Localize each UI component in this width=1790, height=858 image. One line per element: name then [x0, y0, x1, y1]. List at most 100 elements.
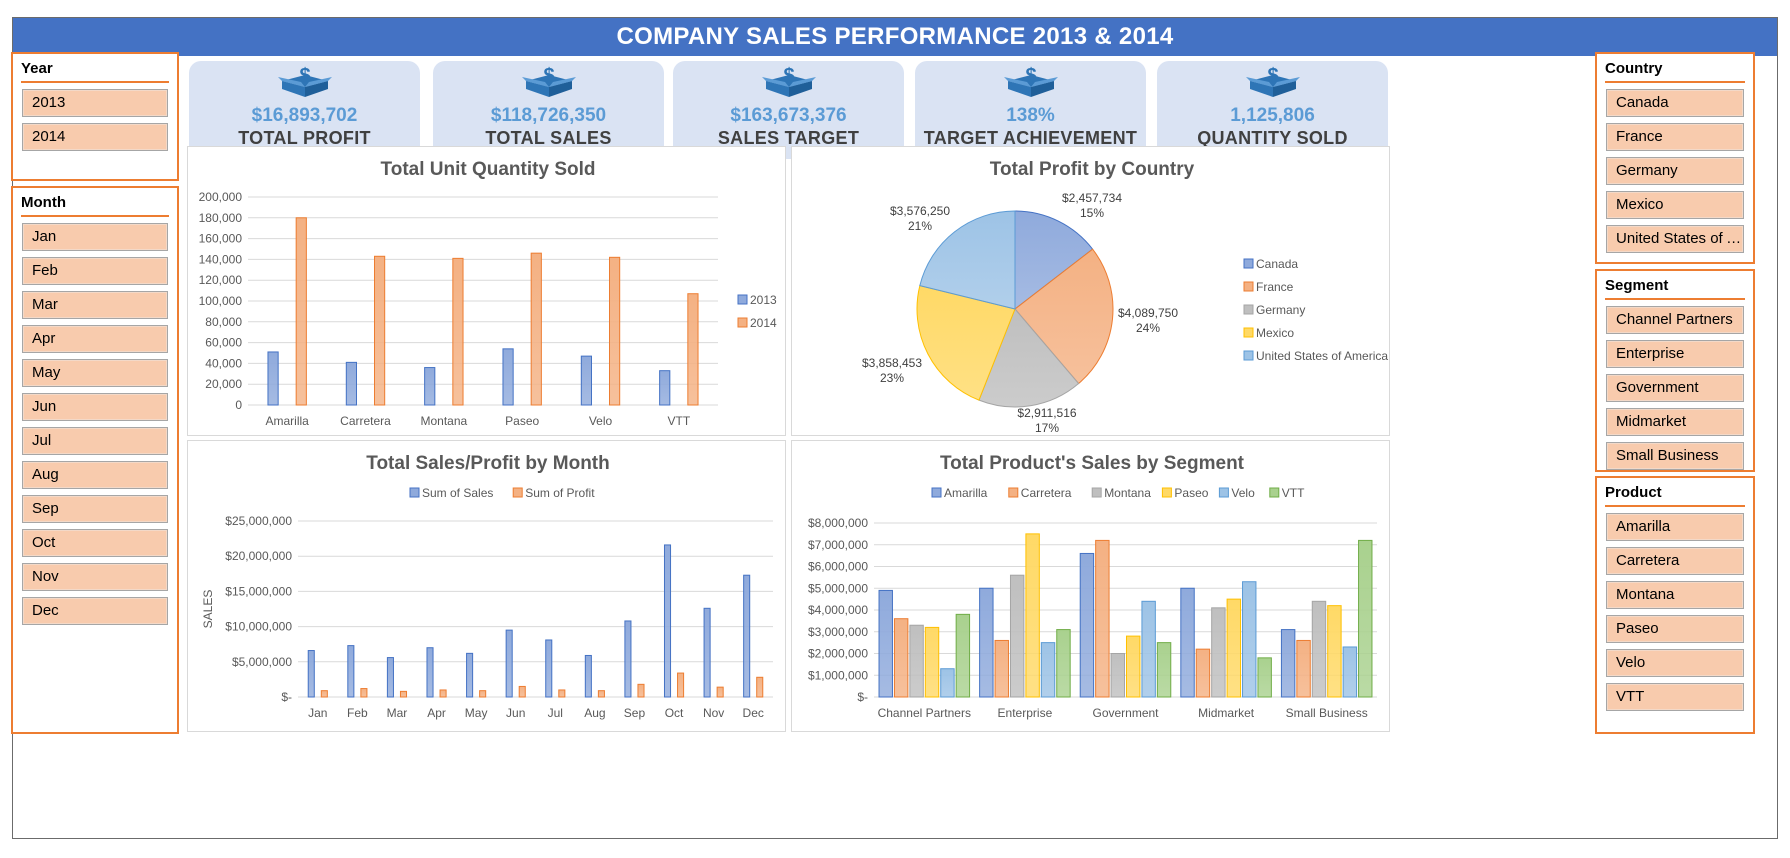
kpi-card: $ $163,673,376 SALES TARGET: [673, 61, 904, 159]
kpi-value: $163,673,376: [730, 105, 847, 126]
x-tick-label: Dec: [743, 706, 764, 720]
x-tick-label: Paseo: [505, 414, 539, 428]
x-tick-label: Channel Partners: [878, 706, 971, 720]
bar: [558, 689, 566, 698]
bar: [320, 690, 328, 698]
bar: [924, 626, 940, 698]
month-slicer-item[interactable]: Jul: [22, 427, 168, 455]
month-slicer-item[interactable]: Jan: [22, 223, 168, 251]
sales-segment-chart-panel: Total Product's Sales by Segment $- $1,000…: [791, 440, 1390, 732]
segment-slicer-title: Segment: [1605, 271, 1745, 300]
legend-label: Germany: [1256, 303, 1305, 317]
kpi-label: TARGET ACHIEVEMENT: [923, 128, 1138, 148]
bar: [1296, 639, 1311, 698]
bar: [502, 348, 514, 406]
legend-swatch: [512, 487, 523, 498]
month-slicer-item[interactable]: Oct: [22, 529, 168, 557]
pie-value-label: $2,457,734: [1062, 191, 1122, 205]
bar: [347, 645, 355, 698]
bar: [597, 690, 605, 698]
bar: [374, 255, 386, 406]
x-tick-label: Sep: [624, 706, 646, 720]
month-slicer-item[interactable]: Jun: [22, 393, 168, 421]
segment-slicer-item[interactable]: Government: [1606, 374, 1744, 402]
year-slicer-item[interactable]: 2013: [22, 89, 168, 117]
segment-slicer-item[interactable]: Enterprise: [1606, 340, 1744, 368]
month-slicer-item[interactable]: Aug: [22, 461, 168, 489]
month-slicer-item[interactable]: Sep: [22, 495, 168, 523]
bar: [424, 367, 436, 406]
kpi-value: 138%: [1006, 105, 1055, 126]
month-slicer-item[interactable]: Dec: [22, 597, 168, 625]
bar: [1195, 648, 1211, 698]
product-slicer: Product Amarilla Carretera Montana Paseo Velo…: [1595, 476, 1755, 734]
country-slicer-item[interactable]: Canada: [1606, 89, 1744, 117]
segment-slicer-item[interactable]: Channel Partners: [1606, 306, 1744, 334]
country-slicer-item[interactable]: United States of A...: [1606, 225, 1744, 253]
country-slicer-item[interactable]: Germany: [1606, 157, 1744, 185]
segment-slicer-item[interactable]: Midmarket: [1606, 408, 1744, 436]
bar: [1180, 587, 1195, 698]
product-slicer-item[interactable]: VTT: [1606, 683, 1744, 711]
y-tick-label: $2,000,000: [808, 647, 868, 661]
legend-swatch: [1091, 487, 1102, 498]
x-tick-label: Feb: [347, 706, 368, 720]
x-tick-label: Montana: [420, 414, 467, 428]
bar: [530, 252, 542, 406]
svg-text:$: $: [543, 65, 554, 87]
kpi-value: $118,726,350: [490, 105, 607, 126]
y-tick-label: 40,000: [205, 356, 242, 370]
bar: [743, 574, 751, 698]
bar: [518, 685, 526, 698]
bar: [609, 256, 621, 406]
bar: [909, 624, 924, 698]
y-tick-label: $-: [857, 690, 868, 704]
y-tick-label: $7,000,000: [808, 538, 868, 552]
kpi-value: $16,893,702: [251, 105, 358, 126]
bar: [663, 544, 672, 698]
x-tick-label: Nov: [703, 706, 724, 720]
svg-text:$: $: [1025, 65, 1036, 87]
sales-month-chart: Total Sales/Profit by Month $- $5,000,000 $…: [201, 453, 773, 720]
month-slicer-item[interactable]: Feb: [22, 257, 168, 285]
year-slicer-item[interactable]: 2014: [22, 123, 168, 151]
month-slicer-item[interactable]: Apr: [22, 325, 168, 353]
y-tick-label: 180,000: [199, 211, 243, 225]
quantity-chart-panel: Total Unit Quantity Sold 0 20,000 40,000 60,…: [187, 146, 786, 436]
product-slicer-item[interactable]: Montana: [1606, 581, 1744, 609]
pie-value-label: $2,911,516: [1017, 406, 1076, 420]
product-slicer-item[interactable]: Carretera: [1606, 547, 1744, 575]
pie-value-label: $3,576,250: [890, 204, 950, 218]
bar: [659, 370, 671, 406]
month-slicer-item[interactable]: Mar: [22, 291, 168, 319]
bar: [893, 618, 909, 698]
x-tick-label: Government: [1092, 706, 1159, 720]
bar: [267, 351, 279, 406]
bar: [1156, 642, 1172, 698]
country-slicer-item[interactable]: Mexico: [1606, 191, 1744, 219]
x-tick-label: Aug: [584, 706, 605, 720]
product-slicer-item[interactable]: Amarilla: [1606, 513, 1744, 541]
product-slicer-item[interactable]: Paseo: [1606, 615, 1744, 643]
legend-swatch: [409, 487, 420, 498]
x-tick-label: Midmarket: [1198, 706, 1255, 720]
month-slicer-item[interactable]: Nov: [22, 563, 168, 591]
country-slicer-item[interactable]: France: [1606, 123, 1744, 151]
product-slicer-item[interactable]: Velo: [1606, 649, 1744, 677]
bar: [1342, 646, 1358, 698]
dashboard-frame: COMPANY SALES PERFORMANCE 2013 & 2014 Ye…: [11, 17, 1778, 839]
money-box-icon: $: [1157, 65, 1388, 104]
kpi-card: $138% TARGET ACHIEVEMENT: [915, 61, 1146, 159]
month-slicer-item[interactable]: May: [22, 359, 168, 387]
legend-label: Sum of Sales: [422, 486, 493, 500]
bar: [1110, 653, 1126, 698]
bar: [439, 689, 447, 698]
y-tick-label: $15,000,000: [225, 584, 292, 598]
legend-swatch: [1243, 327, 1254, 338]
pie-percent-label: 17%: [1035, 421, 1059, 435]
kpi-label: TOTAL SALES: [485, 128, 612, 148]
bar: [1358, 539, 1373, 698]
legend-label: Carretera: [1021, 486, 1072, 500]
pie-slice: [978, 308, 1080, 408]
segment-slicer-item[interactable]: Small Business: [1606, 442, 1744, 470]
